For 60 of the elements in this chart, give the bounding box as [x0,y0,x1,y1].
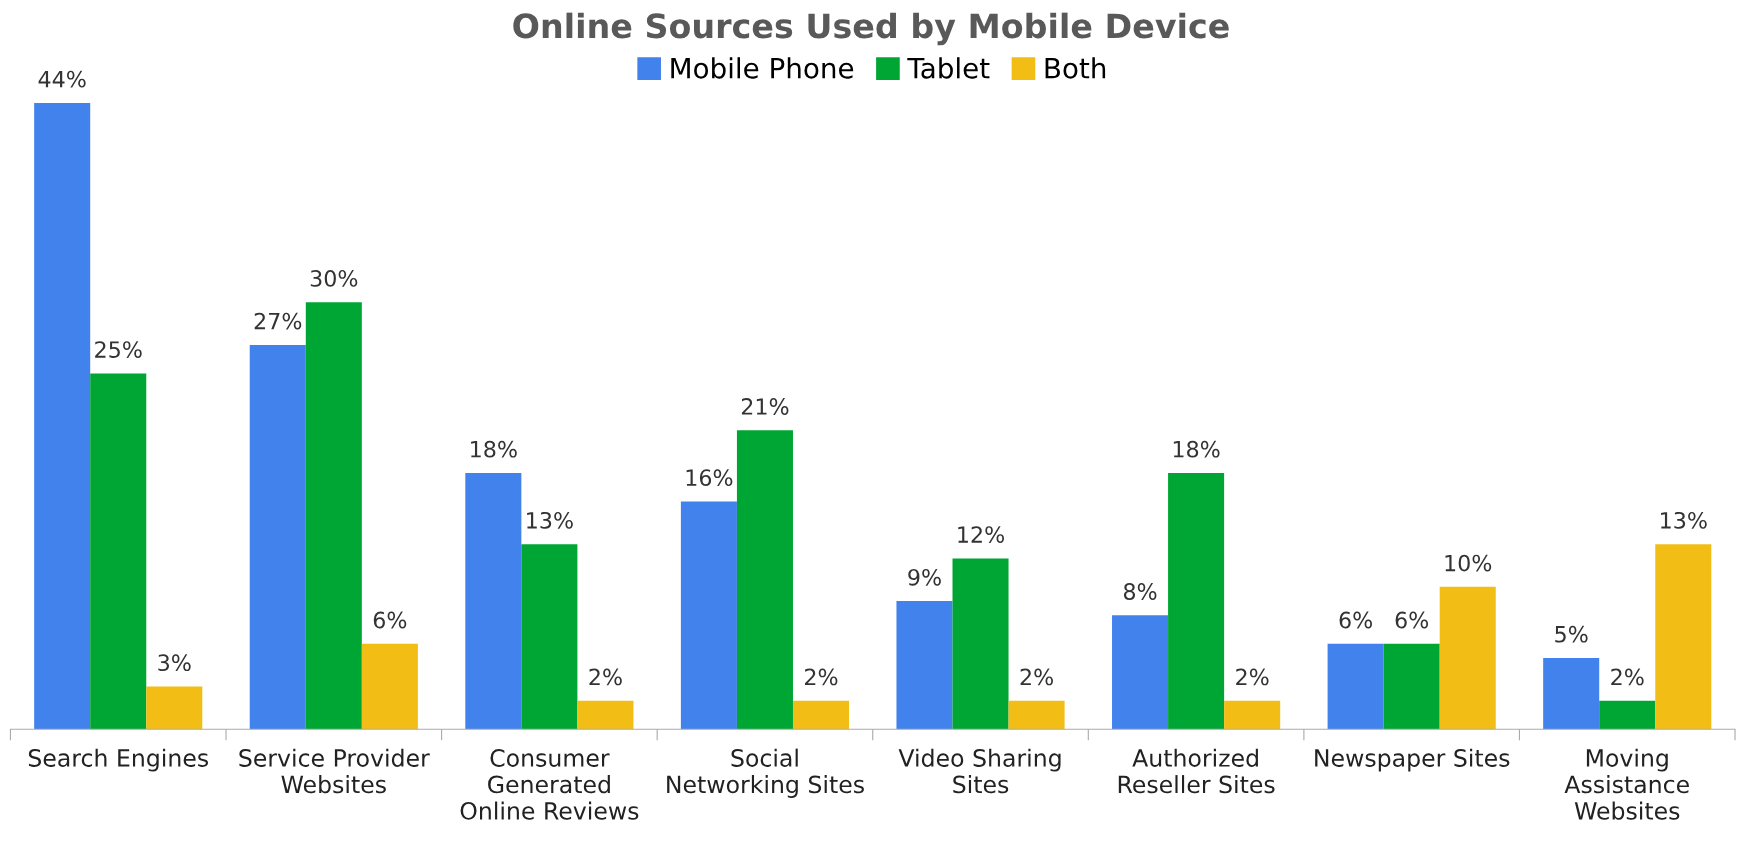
data-label: 6% [373,611,407,629]
bar [249,344,306,730]
data-label: 5% [1555,625,1588,643]
data-label: 44% [38,70,86,88]
data-label: 8% [1123,583,1157,600]
data-label: 13% [527,511,573,529]
data-label: 6% [1339,611,1373,629]
data-label: 2% [805,668,838,686]
bar [90,373,147,730]
data-label: 3% [158,654,191,672]
data-label: 10% [1445,554,1492,572]
x-tick-label: Authorized Reseller Sites [1118,748,1275,794]
bar [146,686,203,730]
bar [1599,700,1656,730]
bar [577,700,634,730]
data-label: 9% [908,568,941,586]
data-label: 2% [1020,668,1053,686]
x-tick-label: Newspaper Sites [1315,748,1510,772]
bar [1383,643,1440,730]
chart-title: Online Sources Used by Mobile Device [513,12,1229,46]
bar [1543,658,1600,730]
bar [952,558,1009,730]
bar [465,473,522,730]
data-label: 18% [1173,440,1220,458]
bar [521,544,578,730]
x-tick-label: Service Provider Websites [239,748,430,794]
x-tick-label: Moving Assistance Websites [1564,748,1689,820]
data-label: 16% [686,469,733,487]
data-label: 27% [254,312,302,330]
data-label: 21% [741,398,789,415]
bar [792,700,850,730]
bar [34,102,91,730]
data-label: 12% [958,526,1004,543]
data-label: 18% [471,440,517,458]
data-label: 30% [310,270,358,287]
data-label: 2% [1611,668,1644,686]
x-tick-label: Search Engines [28,748,208,772]
x-tick-label: Consumer Generated Online Reviews [460,749,639,820]
data-label: 25% [95,341,142,358]
bar [1327,643,1384,730]
data-label: 13% [1661,511,1707,529]
bar [1224,700,1281,730]
bar [680,501,737,730]
bar [1655,544,1712,730]
bar [1112,615,1169,730]
legend-label: Mobile Phone [671,57,854,79]
bar [736,430,793,730]
x-tick-label: Video Sharing Sites [898,748,1061,794]
data-label: 6% [1395,611,1429,629]
bar [1439,586,1496,730]
data-label: 2% [589,668,622,686]
bar [896,601,953,730]
bar [1168,473,1225,730]
data-label: 2% [1236,668,1269,686]
x-tick-label: Social Networking Sites [667,748,864,798]
legend-label: Tablet [907,57,990,79]
legend-label: Both [1045,57,1106,79]
bar [305,302,362,730]
bar [1008,700,1065,730]
bar [361,643,418,730]
